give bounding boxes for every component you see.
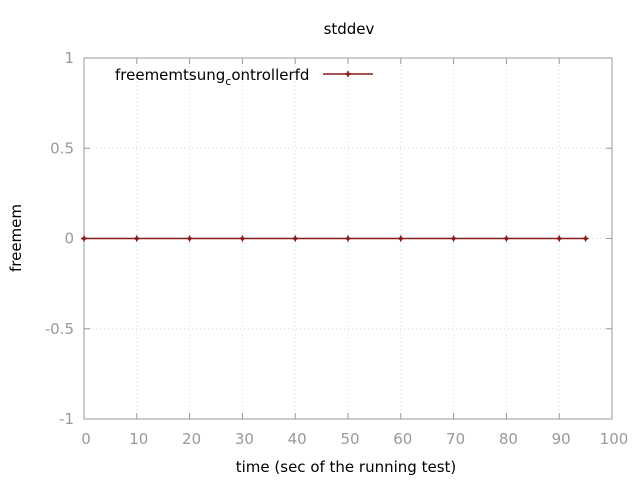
y-tick-label: -1 — [59, 410, 74, 428]
tick-layer: 0 10 20 30 40 50 60 70 80 90 100 1 0.5 0 -0.5 -1 — [45, 49, 629, 448]
legend-label-subscript: c — [225, 75, 231, 88]
legend: freememtsungcontrollerfd — [115, 66, 373, 88]
x-tick-label: 100 — [600, 430, 629, 448]
x-tick-label: 50 — [340, 430, 359, 448]
data-point — [556, 235, 563, 242]
legend-label-rest: ontrollerfd — [231, 66, 309, 84]
x-tick-label: 60 — [393, 430, 412, 448]
x-tick-label: 0 — [81, 430, 91, 448]
data-point — [345, 71, 351, 77]
data-point — [582, 235, 589, 242]
data-point — [239, 235, 246, 242]
y-tick-label: 0 — [64, 230, 74, 248]
data-point — [450, 235, 457, 242]
data-point — [503, 235, 510, 242]
x-tick-label: 20 — [182, 430, 201, 448]
legend-marker — [345, 71, 351, 77]
x-tick-label: 10 — [129, 430, 148, 448]
y-tick-label: -0.5 — [45, 320, 74, 338]
legend-label-base: freememtsung — [115, 66, 225, 84]
data-point — [133, 235, 140, 242]
y-axis-title: freemem — [7, 204, 25, 272]
y-tick-label: 1 — [64, 49, 74, 67]
data-point — [397, 235, 404, 242]
data-point — [186, 235, 193, 242]
data-point — [292, 235, 299, 242]
data-point — [81, 235, 87, 242]
x-tick-label: 90 — [552, 430, 571, 448]
x-tick-label: 80 — [499, 430, 518, 448]
x-tick-label: 70 — [446, 430, 465, 448]
y-tick-label: 0.5 — [50, 139, 74, 157]
legend-label: freememtsungcontrollerfd — [115, 66, 309, 88]
chart-title: stddev — [324, 20, 375, 38]
x-axis-title: time (sec of the running test) — [236, 458, 457, 476]
x-tick-label: 40 — [288, 430, 307, 448]
data-point — [345, 235, 351, 242]
series-layer — [81, 235, 589, 242]
x-tick-label: 30 — [235, 430, 254, 448]
